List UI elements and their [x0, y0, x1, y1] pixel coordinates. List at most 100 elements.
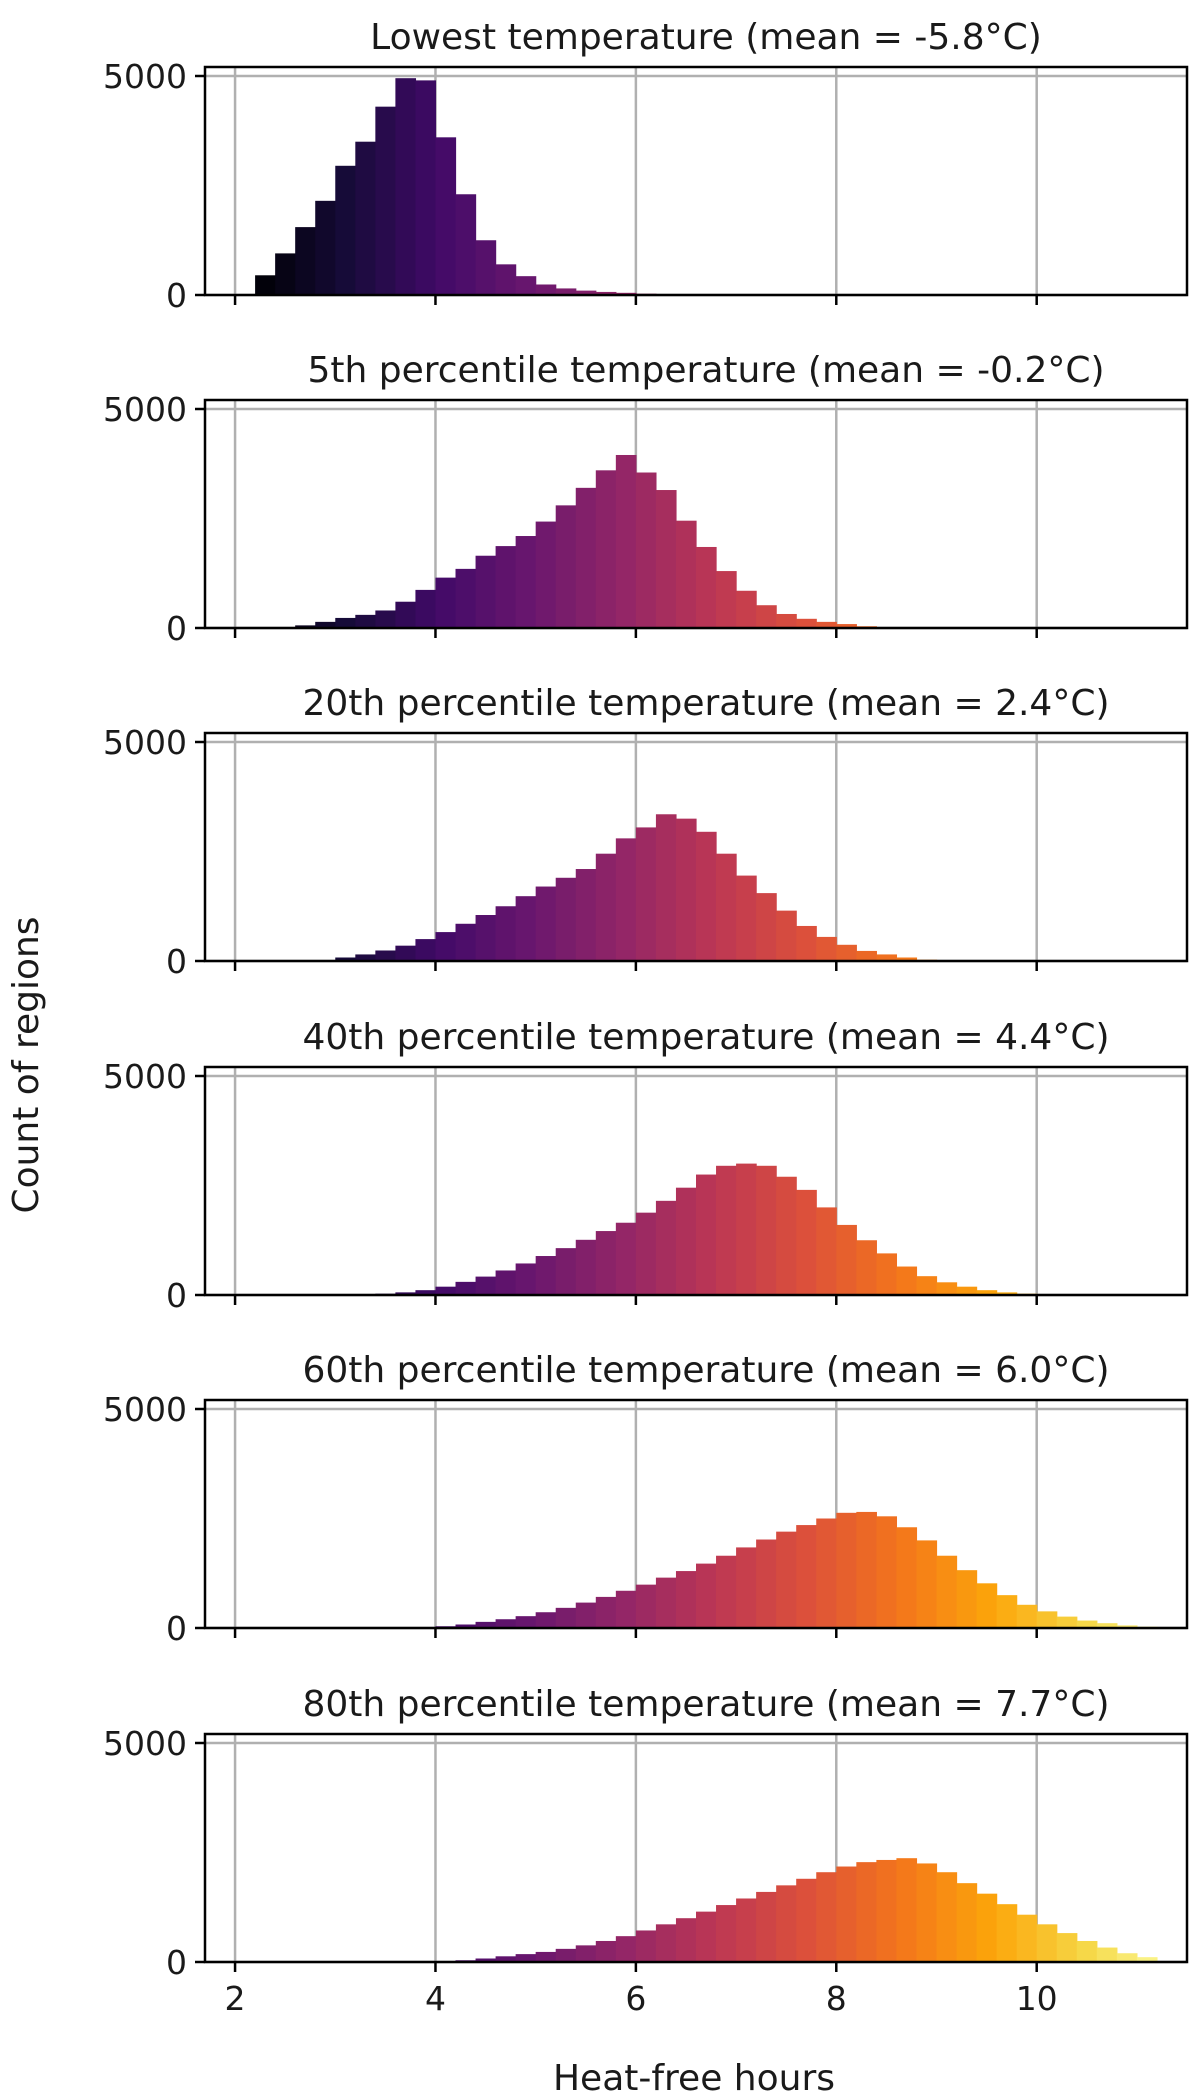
histogram-bar: [1116, 1953, 1138, 1962]
histogram-bar: [856, 1862, 877, 1962]
histogram-bar: [615, 1222, 637, 1295]
histogram-bar: [716, 1555, 737, 1628]
histogram-bar: [1096, 1623, 1118, 1628]
histogram-bar: [1096, 1947, 1118, 1962]
histogram-bar: [295, 625, 316, 628]
y-tick-label: 0: [166, 942, 187, 981]
histogram-bar: [1056, 1933, 1078, 1962]
histogram-bar: [716, 853, 737, 961]
histogram-bar: [696, 1563, 717, 1628]
histogram-bar: [816, 1872, 837, 1962]
panel-title: Lowest temperature (mean = -5.8°C): [370, 17, 1042, 58]
histogram-bar: [796, 618, 817, 628]
histogram-bar: [816, 621, 837, 628]
histogram-bar: [595, 853, 617, 961]
histogram-bar: [655, 1577, 677, 1628]
histogram-bar: [675, 1187, 697, 1295]
histogram-bar: [615, 1590, 637, 1628]
histogram-bar: [575, 1239, 597, 1295]
histogram-bar: [956, 1286, 978, 1295]
histogram-bar: [1116, 1625, 1138, 1628]
histogram-bar: [756, 893, 777, 961]
histogram-bar: [495, 546, 517, 628]
x-tick-label: 6: [625, 1979, 646, 2018]
histogram-bar: [455, 568, 477, 628]
histogram-bar: [1016, 1914, 1038, 1962]
histogram-bar: [395, 945, 417, 961]
axes-frame: [203, 1732, 1189, 1964]
histogram-bar: [655, 1924, 677, 1962]
histogram-bar: [475, 1958, 497, 1962]
histogram-bar: [1036, 1924, 1058, 1962]
panel-title: 40th percentile temperature (mean = 4.4°…: [302, 1017, 1109, 1058]
histogram-bar: [996, 1904, 1018, 1962]
histogram-bar: [876, 1516, 898, 1628]
histogram-bar: [675, 1918, 697, 1962]
histogram-bar: [856, 1240, 877, 1295]
histogram-bar: [816, 1207, 837, 1295]
histogram-bar: [655, 490, 677, 628]
histogram-bar: [776, 1176, 797, 1295]
histogram-bar: [736, 590, 757, 628]
x-tick-label: 8: [826, 1979, 847, 2018]
histogram-bar: [776, 1531, 797, 1628]
histogram-bar: [435, 137, 457, 295]
histogram-bar: [1076, 1620, 1098, 1628]
panel-5: 60th percentile temperature (mean = 6.0°…: [103, 1350, 1189, 1648]
histogram-bar: [956, 1570, 978, 1628]
histogram-bar: [776, 910, 797, 961]
histogram-bar: [475, 915, 497, 961]
axes-frame: [203, 731, 1189, 963]
histogram-bar: [375, 950, 396, 961]
histogram-bar: [335, 165, 356, 295]
histogram-bar: [515, 1954, 537, 1962]
histogram-bar: [976, 1893, 998, 1962]
histogram-bar: [635, 1930, 657, 1962]
y-tick-label: 5000: [103, 1724, 187, 1763]
histogram-bar: [535, 1951, 557, 1962]
y-tick-label: 5000: [103, 1057, 187, 1096]
histogram-bar: [555, 1248, 577, 1295]
histogram-bar: [836, 944, 857, 961]
histogram-bar: [535, 284, 557, 295]
histogram-bar: [435, 577, 457, 628]
histogram-bar: [615, 838, 637, 961]
histogram-bar: [696, 1174, 717, 1295]
histogram-bar: [1076, 1940, 1098, 1962]
histogram-bar: [635, 1584, 657, 1628]
histogram-bar: [756, 1539, 777, 1628]
histogram-bar: [776, 1885, 797, 1962]
histogram-bar: [475, 1621, 497, 1628]
histogram-bar: [555, 1607, 577, 1628]
y-tick-label: 5000: [103, 1390, 187, 1429]
histogram-bar: [435, 1286, 457, 1295]
panel-title: 60th percentile temperature (mean = 6.0°…: [302, 1350, 1109, 1391]
panel-title: 5th percentile temperature (mean = -0.2°…: [307, 350, 1104, 391]
histogram-bar: [395, 601, 417, 628]
histogram-bar: [595, 291, 617, 295]
histogram-bar: [315, 200, 336, 295]
panel-6: 80th percentile temperature (mean = 7.7°…: [103, 1684, 1189, 2018]
panel-1: Lowest temperature (mean = -5.8°C) 0 5000: [103, 17, 1189, 315]
y-tick-label: 0: [166, 276, 187, 315]
histogram-bar: [515, 896, 537, 961]
histogram-bar: [996, 1292, 1018, 1295]
histogram-bar: [836, 1512, 857, 1628]
histogram-bar: [635, 472, 657, 628]
histogram-bar: [335, 617, 356, 628]
histogram-bar: [816, 936, 837, 961]
histogram-bar: [896, 957, 918, 961]
histogram-bar: [655, 814, 677, 961]
histogram-bar: [595, 1596, 617, 1628]
histogram-bar: [615, 1936, 637, 1962]
histogram-bar: [876, 1859, 898, 1962]
panel-title: 20th percentile temperature (mean = 2.4°…: [302, 683, 1109, 724]
histogram-bar: [716, 1905, 737, 1962]
histogram-bar: [555, 505, 577, 628]
axes-frame: [203, 1398, 1189, 1630]
histogram-bar: [675, 520, 697, 628]
histogram-bar: [475, 1276, 497, 1295]
histogram-bar: [555, 877, 577, 961]
histogram-bar: [936, 1555, 958, 1628]
